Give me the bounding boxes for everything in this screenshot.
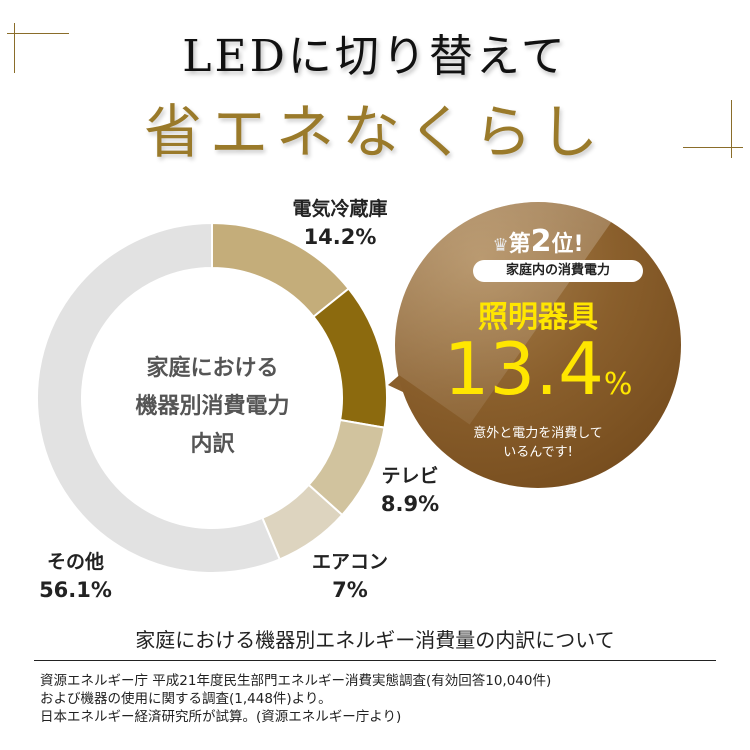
value-unit: % — [603, 367, 633, 402]
rank-number: 2 — [530, 224, 552, 259]
slice-value: 14.2% — [303, 225, 377, 249]
source-line: 日本エネルギー経済研究所が試算。(資源エネルギー庁より) — [40, 709, 402, 725]
category-pill: 家庭内の消費電力 — [473, 260, 643, 282]
slice-label: テレビ — [381, 465, 439, 487]
divider — [34, 660, 716, 661]
subheadline: 省エネなくらし — [143, 98, 606, 166]
note-line: 意外と電力を消費して — [473, 426, 603, 441]
center-line: 機器別消費電力 — [135, 394, 290, 419]
corner-line — [14, 23, 15, 73]
callout-note: 意外と電力を消費して いるんです! — [395, 424, 681, 462]
rank-badge: ♛第2位! — [395, 224, 681, 259]
corner-line — [7, 33, 69, 34]
label-aircon: エアコン 7% — [300, 548, 400, 604]
rank-suffix: 位! — [551, 232, 584, 257]
donut-center-label: 家庭における 機器別消費電力 内訳 — [100, 350, 325, 464]
source-note: 資源エネルギー庁 平成21年度民生部門エネルギー消費実態調査(有効回答10,04… — [40, 672, 551, 726]
slice-label: 電気冷蔵庫 — [292, 198, 388, 220]
slice-value: 8.9% — [380, 492, 440, 516]
corner-line — [731, 100, 732, 158]
callout-bubble: ♛第2位! 家庭内の消費電力 照明器具 13.4% 意外と電力を消費して いるん… — [395, 202, 681, 488]
chart-caption: 家庭における機器別エネルギー消費量の内訳について — [135, 628, 615, 652]
highlight-item: 照明器具 — [478, 300, 598, 335]
note-line: いるんです! — [503, 445, 573, 460]
source-line: 資源エネルギー庁 平成21年度民生部門エネルギー消費実態調査(有効回答10,04… — [40, 673, 552, 689]
value-number: 13.4 — [443, 327, 604, 411]
source-line: および機器の使用に関する調査(1,448件)より。 — [40, 691, 332, 707]
label-other: その他 56.1% — [28, 548, 123, 604]
crown-icon: ♛ — [492, 235, 509, 256]
label-tv: テレビ 8.9% — [365, 462, 455, 518]
headline: LEDに切り替えて — [182, 31, 568, 82]
slice-label: その他 — [46, 551, 104, 573]
center-line: 家庭における — [146, 356, 279, 381]
donut-slice — [36, 221, 282, 574]
slice-value: 56.1% — [39, 578, 112, 602]
highlight-value: 13.4% — [395, 324, 681, 430]
label-refrigerator: 電気冷蔵庫 14.2% — [280, 195, 400, 251]
slice-label: エアコン — [311, 551, 388, 573]
slice-value: 7% — [332, 578, 368, 602]
corner-line — [683, 147, 743, 148]
center-line: 内訳 — [190, 432, 235, 457]
rank-prefix: 第 — [508, 232, 531, 257]
